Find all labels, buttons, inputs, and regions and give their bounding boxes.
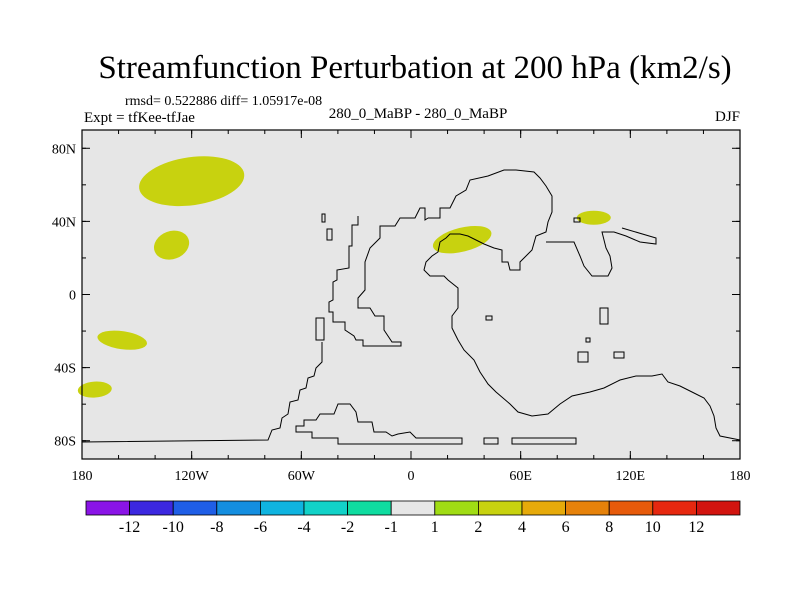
colorbar-swatch <box>303 500 348 516</box>
colorbar-label: 1 <box>431 519 439 536</box>
y-tick-label: 40N <box>52 215 76 230</box>
coastline-eurasia-africa <box>423 169 741 441</box>
colorbar-swatch <box>521 500 566 516</box>
colorbar-label: 2 <box>474 519 482 536</box>
y-tick-label: 40S <box>54 362 76 377</box>
season-label: DJF <box>714 109 740 125</box>
plot-title: Streamfunction Perturbation at 200 hPa (… <box>98 50 732 86</box>
colorbar-swatch <box>129 500 174 516</box>
coastline-south-america <box>81 317 325 443</box>
colorbar-swatch <box>652 500 697 516</box>
shade-east-asia-high <box>576 210 611 225</box>
colorbar-label: -10 <box>163 519 184 536</box>
y-tick-label: 0 <box>69 289 76 304</box>
coastline-antarctica <box>295 403 577 445</box>
colorbar-label: -4 <box>297 519 310 536</box>
colorbar-label: -2 <box>341 519 354 536</box>
axis-layer: 180 120W 60W 0 60E 120E 180 80N 40N 0 40S 80S <box>52 130 751 484</box>
colorbar-swatch <box>608 500 654 516</box>
shade-central-pacific-low <box>90 227 111 252</box>
x-tick-label: 180 <box>72 469 93 484</box>
colorbar-swatch <box>259 500 305 516</box>
colorbar-label: -8 <box>210 519 223 536</box>
coastlines <box>81 169 741 445</box>
colorbar-swatch <box>172 500 218 516</box>
y-tick-label: 80N <box>52 142 76 157</box>
y-tick-label: 80S <box>54 435 76 450</box>
shade-central-pacific-high <box>153 230 190 260</box>
x-tick-label: 180 <box>730 469 751 484</box>
colorbar-label: 12 <box>688 519 704 536</box>
shade-mediterranean-high <box>432 225 492 254</box>
shade-south-pacific-high-2 <box>77 381 112 398</box>
x-tick-label: 120E <box>616 469 646 484</box>
colorbar-swatch <box>477 500 523 516</box>
shade-south-pacific-low <box>152 305 220 339</box>
x-tick-label: 0 <box>408 469 415 484</box>
colorbar-swatch <box>85 500 130 516</box>
colorbar-swatch <box>696 500 741 516</box>
colorbar: -12 -10 -8 -6 -4 -2 -1 1 2 4 6 8 10 12 <box>85 500 741 536</box>
colorbar-label: -1 <box>385 519 398 536</box>
colorbar-label: 8 <box>605 519 613 536</box>
colorbar-label: -6 <box>254 519 267 536</box>
x-tick-label: 60W <box>288 469 316 484</box>
colorbar-swatch <box>216 500 261 516</box>
colorbar-label: 10 <box>645 519 661 536</box>
colorbar-label: -12 <box>119 519 140 536</box>
colorbar-swatch <box>390 500 436 516</box>
shading-layer <box>77 156 611 398</box>
stats-text: rmsd= 0.522886 diff= 1.05917e-08 <box>125 94 323 109</box>
experiment-label: Expt = tfKee-tfJae <box>84 110 195 126</box>
x-tick-label: 60E <box>509 469 532 484</box>
coastline-americas <box>321 207 429 347</box>
coastline-asia-east <box>485 217 657 363</box>
shade-south-pacific-high <box>97 330 147 350</box>
colorbar-swatch <box>565 500 610 516</box>
colorbar-label: 4 <box>518 519 526 536</box>
shade-north-pacific-high <box>139 156 245 207</box>
shade-north-atlantic-low <box>394 207 439 229</box>
x-tick-label: 120W <box>175 469 210 484</box>
subtitle: 280_0_MaBP - 280_0_MaBP <box>328 106 508 122</box>
colorbar-swatch <box>347 500 392 516</box>
colorbar-label: 6 <box>562 519 570 536</box>
colorbar-swatch <box>434 500 479 516</box>
